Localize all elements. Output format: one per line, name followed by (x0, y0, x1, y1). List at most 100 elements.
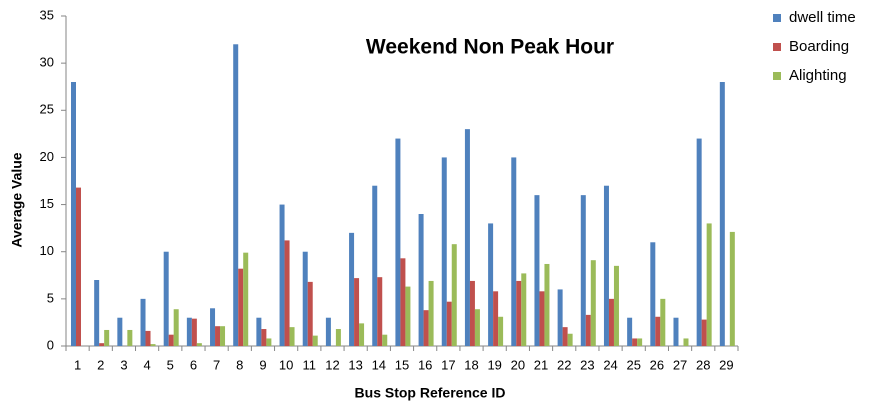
bar (284, 240, 290, 346)
bar (173, 309, 179, 346)
bar (307, 281, 313, 346)
x-tick-label: 2 (97, 357, 104, 372)
x-tick-label: 15 (395, 357, 409, 372)
x-tick-label: 20 (511, 357, 525, 372)
bar (191, 318, 197, 346)
bar (534, 195, 540, 346)
x-tick-label: 24 (603, 357, 617, 372)
bar (210, 308, 216, 346)
bar (650, 242, 656, 346)
bar (220, 326, 226, 346)
legend-label: dwell time (789, 9, 856, 26)
x-tick-label: 17 (441, 357, 455, 372)
bar (140, 298, 146, 346)
bar (349, 232, 355, 346)
bar (521, 273, 527, 346)
bar (405, 286, 411, 346)
x-axis-label: Bus Stop Reference ID (355, 385, 506, 401)
bar (418, 214, 424, 346)
x-tick-label: 7 (213, 357, 220, 372)
x-tick-label: 11 (303, 357, 317, 372)
bar (729, 231, 735, 346)
x-tick-label: 10 (279, 357, 293, 372)
y-tick-label: 0 (47, 337, 54, 352)
bar (493, 291, 499, 346)
bar (215, 326, 221, 346)
legend-label: Boarding (789, 38, 849, 55)
bar (150, 344, 156, 346)
bar (557, 289, 563, 346)
bar (238, 268, 244, 346)
bar (335, 329, 341, 346)
bar (580, 195, 586, 346)
bar (428, 280, 434, 346)
y-tick-label: 15 (40, 196, 54, 211)
bar (354, 278, 360, 346)
legend-swatch (773, 14, 781, 22)
bar (673, 317, 679, 346)
bar (660, 298, 666, 346)
bar (474, 309, 480, 346)
bar (544, 263, 550, 346)
y-tick-label: 30 (40, 55, 54, 70)
bar (498, 316, 504, 346)
x-tick-label: 21 (534, 357, 548, 372)
x-tick-label: 9 (259, 357, 266, 372)
bar (145, 330, 151, 346)
y-tick-label: 20 (40, 149, 54, 164)
bar (590, 260, 596, 346)
x-tick-label: 1 (74, 357, 81, 372)
x-tick-label: 8 (236, 357, 243, 372)
bar (719, 82, 725, 346)
bar (706, 223, 712, 346)
bar (261, 329, 267, 346)
bar (382, 334, 388, 346)
bar (441, 157, 447, 346)
bar (613, 265, 619, 346)
bar (243, 252, 249, 346)
bar (603, 185, 609, 346)
bar (696, 138, 702, 346)
x-tick-label: 12 (325, 357, 339, 372)
x-tick-label: 3 (120, 357, 127, 372)
y-axis-label: Average Value (9, 152, 25, 247)
bar (585, 314, 591, 346)
bar (655, 316, 661, 346)
bar (359, 323, 365, 346)
x-tick-label: 27 (673, 357, 687, 372)
x-tick-label: 22 (557, 357, 571, 372)
bar (325, 317, 331, 346)
bar (562, 327, 568, 346)
bar (446, 301, 452, 346)
bar (451, 244, 457, 346)
bar (289, 327, 295, 346)
bar (539, 291, 545, 346)
y-tick-label: 35 (40, 7, 54, 22)
bar (117, 317, 123, 346)
bar (99, 343, 105, 346)
bar (256, 317, 262, 346)
bar (266, 338, 272, 346)
bar (94, 280, 100, 346)
bar (312, 335, 318, 346)
bar (516, 280, 522, 346)
legend-swatch (773, 43, 781, 51)
x-tick-label: 4 (143, 357, 150, 372)
bar (627, 317, 633, 346)
x-tick-label: 19 (487, 357, 501, 372)
bar (395, 138, 401, 346)
x-tick-label: 16 (418, 357, 432, 372)
bar (168, 334, 174, 346)
x-tick-label: 25 (626, 357, 640, 372)
bar (567, 333, 573, 346)
bar (163, 251, 169, 346)
bar (701, 319, 707, 346)
bar (683, 338, 689, 346)
y-tick-label: 25 (40, 102, 54, 117)
bar (637, 338, 643, 346)
bar (464, 129, 470, 346)
bar (469, 280, 475, 346)
bar (372, 185, 378, 346)
